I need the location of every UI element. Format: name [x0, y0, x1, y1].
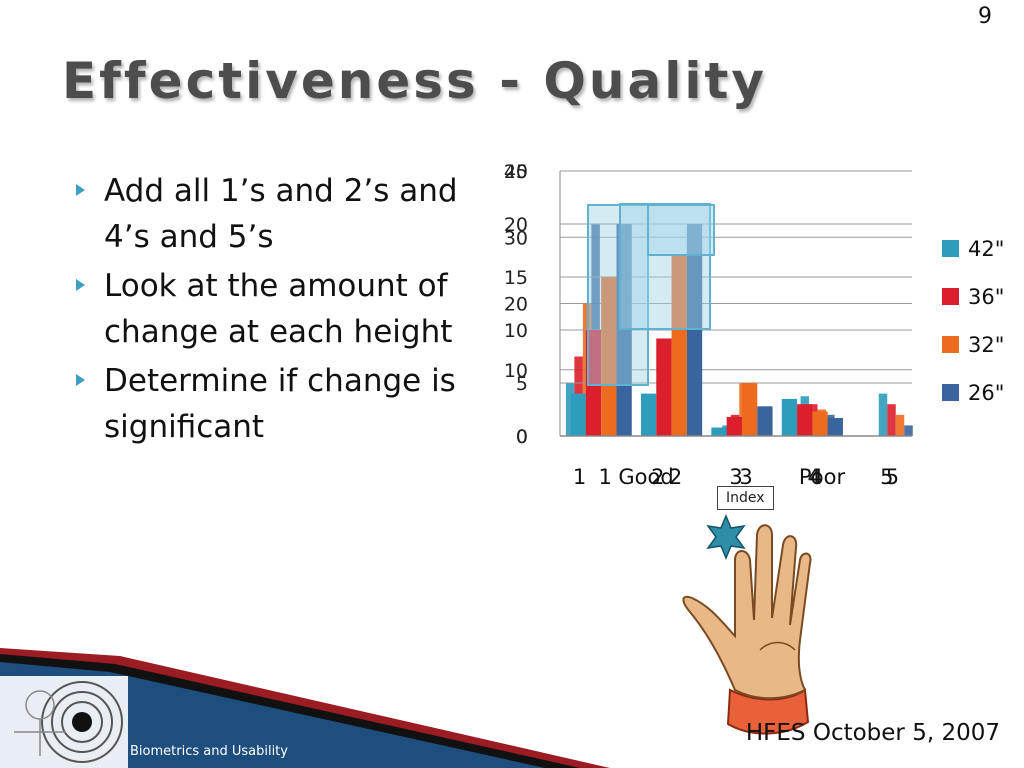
footer-brand-text: Biometrics and Usability: [130, 744, 288, 759]
y-tick-label: 20: [504, 294, 528, 316]
bar: [904, 425, 913, 436]
legend-swatch: [942, 288, 959, 305]
x-tick-label: 4: [810, 465, 823, 489]
bar: [757, 406, 773, 436]
legend-swatch: [942, 240, 959, 257]
y-tick-label: 20: [504, 214, 528, 236]
bar: [878, 393, 888, 436]
bar: [887, 404, 896, 436]
page-title: Effectiveness - Quality: [62, 52, 767, 110]
legend-swatch: [942, 384, 959, 401]
bar: [781, 398, 798, 436]
footer-date: HFES October 5, 2007: [745, 720, 1000, 746]
bullet-item: Add all 1’s and 2’s and 4’s and 5’s: [76, 168, 486, 260]
bullet-arrow-icon: [76, 184, 85, 196]
x-tick-label: 2: [651, 465, 664, 489]
bar: [585, 330, 602, 436]
legend-label: 42": [968, 237, 1004, 261]
x-tick-label: 5: [880, 465, 893, 489]
bar: [741, 383, 758, 436]
y-tick-label: 0: [516, 426, 528, 448]
bar: [711, 427, 727, 436]
chart-legend: 42" 36" 32" 26": [942, 237, 1004, 405]
x-annotation-good: Good: [618, 465, 673, 489]
bullet-arrow-icon: [76, 374, 85, 386]
bar: [671, 255, 687, 436]
x-annotation-poor: Poor: [799, 465, 846, 489]
bar: [812, 411, 828, 436]
bar: [640, 393, 657, 436]
bullet-item: Determine if change is significant: [76, 358, 486, 450]
y-tick-label: 30: [504, 227, 528, 249]
bullet-arrow-icon: [76, 279, 85, 291]
y-tick-label: 40: [504, 161, 528, 183]
bar: [797, 404, 813, 436]
highlight-box: [587, 204, 649, 386]
legend-label: 32": [968, 333, 1004, 357]
y-tick-label: 15: [504, 267, 528, 289]
bar: [895, 414, 905, 436]
y-tick-label: 0: [516, 426, 528, 448]
y-tick-label: 25: [504, 161, 528, 183]
x-tick-label: 2: [669, 465, 682, 489]
slide-number: 9: [978, 4, 992, 29]
y-tick-label: 10: [504, 320, 528, 342]
bar: [565, 383, 575, 436]
legend-label: 36": [968, 285, 1004, 309]
x-tick-label: 3: [729, 465, 742, 489]
x-tick-label: 5: [886, 465, 899, 489]
bullet-item: Look at the amount of change at each hei…: [76, 263, 486, 355]
bullet-text: Add all 1’s and 2’s and 4’s and 5’s: [104, 173, 458, 255]
bar: [601, 277, 617, 436]
finger-label-box: Index: [717, 486, 774, 510]
bar: [570, 393, 586, 436]
highlight-box: [647, 204, 715, 256]
x-tick-label: 3: [739, 465, 752, 489]
bullet-text: Determine if change is significant: [104, 363, 456, 445]
x-tick-label: 1: [599, 465, 612, 489]
bullet-text: Look at the amount of change at each hei…: [104, 268, 453, 350]
x-tick-label: 4: [808, 465, 821, 489]
legend-swatch: [942, 336, 959, 353]
highlight-box: [619, 203, 711, 330]
y-tick-label: 5: [516, 373, 528, 395]
legend-label: 26": [968, 381, 1004, 405]
x-tick-label: 1: [573, 465, 586, 489]
bullet-list: Add all 1’s and 2’s and 4’s and 5’s Look…: [76, 168, 486, 453]
y-tick-label: 10: [504, 360, 528, 382]
bar: [656, 338, 672, 436]
bar: [827, 417, 843, 436]
bar: [726, 416, 742, 436]
